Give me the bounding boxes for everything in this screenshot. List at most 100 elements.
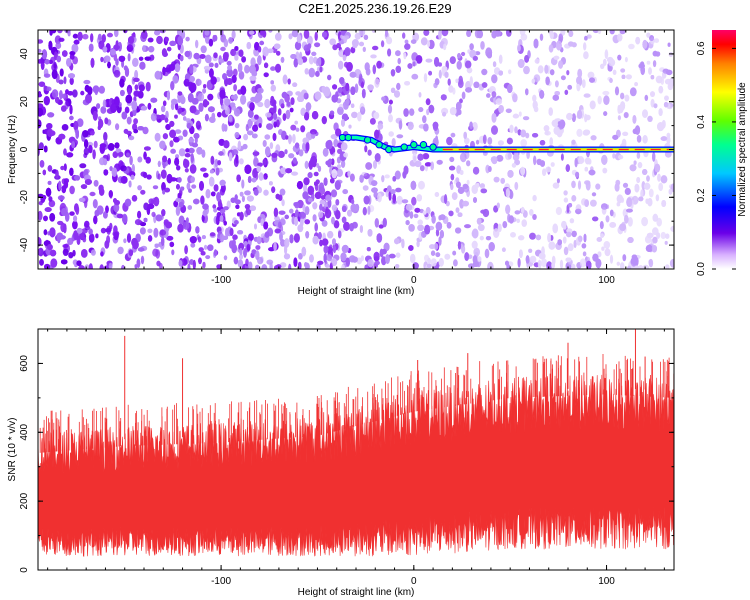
heatmap-cell <box>349 223 354 232</box>
heatmap-cell <box>525 88 529 96</box>
heatmap-cell <box>389 99 393 105</box>
heatmap-cell <box>634 125 641 135</box>
heatmap-cell <box>310 155 317 166</box>
heatmap-cell <box>576 128 583 137</box>
heatmap-cell <box>174 157 180 166</box>
heatmap-cell <box>617 33 623 42</box>
heatmap-cell <box>345 257 350 267</box>
heatmap-cell <box>220 46 226 52</box>
heatmap-cell <box>164 36 169 42</box>
heatmap-cell <box>465 60 472 69</box>
heatmap-cell <box>284 244 288 255</box>
heatmap-cell <box>539 140 546 146</box>
heatmap-cell <box>337 87 343 93</box>
heatmap-cell <box>78 197 86 202</box>
heatmap-cell <box>255 245 261 250</box>
heatmap-cell <box>43 73 51 78</box>
heatmap-cell <box>653 103 658 109</box>
heatmap-cell <box>51 89 59 99</box>
heatmap-cell <box>140 255 145 265</box>
heatmap-cell <box>531 78 535 84</box>
heatmap-cell <box>583 51 589 60</box>
heatmap-cell <box>338 49 345 58</box>
heatmap-cell <box>318 232 322 240</box>
heatmap-cell <box>450 183 454 190</box>
heatmap-cell <box>55 169 59 179</box>
heatmap-cell <box>669 258 674 268</box>
heatmap-cell <box>425 98 431 106</box>
heatmap-cell <box>314 42 321 48</box>
heatmap-cell <box>157 160 161 167</box>
heatmap-cell <box>430 250 436 256</box>
heatmap-cell <box>90 249 96 256</box>
heatmap-cell <box>410 180 417 190</box>
heatmap-cell <box>45 187 52 197</box>
heatmap-cell <box>69 104 73 115</box>
heatmap-cell <box>350 103 355 108</box>
heatmap-cell <box>226 60 232 66</box>
heatmap-cell <box>660 231 667 240</box>
heatmap-cell <box>242 143 248 150</box>
heatmap-cell <box>92 149 96 160</box>
heatmap-cell <box>426 108 430 116</box>
heatmap-cell <box>55 41 62 50</box>
heatmap-cell <box>408 224 415 232</box>
heatmap-cell <box>154 132 161 142</box>
heatmap-cell <box>103 169 109 176</box>
heatmap-cell <box>472 166 480 175</box>
heatmap-cell <box>265 112 272 118</box>
heatmap-cell <box>479 183 485 189</box>
heatmap-cell <box>329 38 337 46</box>
heatmap-cell <box>430 161 435 171</box>
heatmap-cell <box>435 252 441 258</box>
heatmap-cell <box>273 104 277 114</box>
heatmap-cell <box>247 176 252 183</box>
heatmap-cell <box>191 142 198 148</box>
heatmap-cell <box>667 83 673 91</box>
heatmap-cell <box>292 82 298 87</box>
heatmap-cell <box>139 227 146 235</box>
heatmap-cell <box>386 36 393 45</box>
heatmap-cell <box>333 245 336 254</box>
heatmap-cell <box>318 182 325 192</box>
heatmap-cell <box>382 217 387 228</box>
heatmap-cell <box>238 71 245 80</box>
heatmap-cell <box>318 211 324 219</box>
heatmap-cell <box>466 67 473 74</box>
heatmap-cell <box>427 263 432 268</box>
heatmap-cell <box>517 258 521 268</box>
heatmap-cell <box>364 145 368 153</box>
heatmap-cell <box>121 213 128 224</box>
heatmap-cell <box>492 61 497 68</box>
heatmap-cell <box>560 153 564 161</box>
heatmap-cell <box>405 220 410 226</box>
heatmap-cell <box>457 212 463 217</box>
heatmap-cell <box>623 112 629 119</box>
heatmap-cell <box>103 131 108 142</box>
heatmap-cell <box>39 160 45 168</box>
heatmap-cell <box>548 241 556 250</box>
heatmap-cell <box>379 248 384 258</box>
heatmap-cell <box>259 40 265 46</box>
heatmap-cell <box>627 217 633 227</box>
heatmap-cell <box>246 42 252 50</box>
heatmap-cell <box>63 178 69 184</box>
heatmap-cell <box>213 249 218 257</box>
heatmap-cell <box>668 52 673 57</box>
heatmap-cell <box>312 214 317 222</box>
heatmap-cell <box>259 30 266 36</box>
heatmap-cell <box>434 192 440 197</box>
heatmap-cell <box>362 207 367 216</box>
heatmap-cell <box>491 113 497 123</box>
heatmap-cell <box>626 197 633 208</box>
heatmap-cell <box>491 158 498 165</box>
heatmap-cell <box>577 180 582 190</box>
heatmap-cell <box>62 248 69 256</box>
heatmap-cell <box>647 198 653 207</box>
heatmap-cell <box>587 71 595 79</box>
heatmap-cell <box>495 98 503 105</box>
heatmap-cell <box>317 165 322 172</box>
heatmap-cell <box>498 70 504 76</box>
heatmap-cell <box>354 203 360 212</box>
heatmap-cell <box>381 96 386 101</box>
